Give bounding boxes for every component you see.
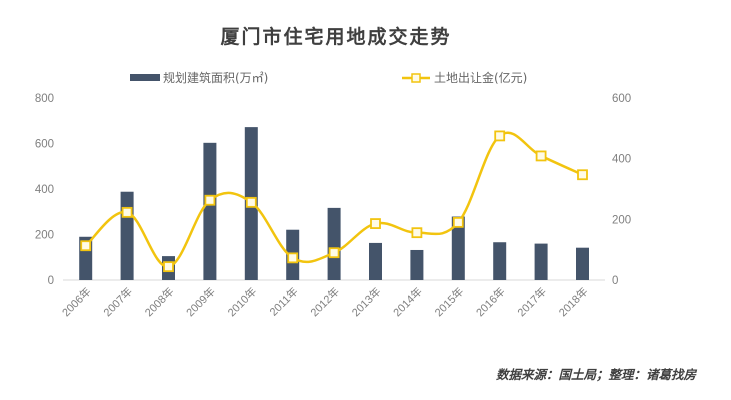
x-axis-tick: 2008年: [142, 284, 177, 319]
line-marker: [411, 227, 423, 239]
left-axis-tick: 800: [35, 93, 54, 105]
bar: [451, 216, 465, 280]
x-axis-tick: 2014年: [390, 284, 425, 319]
line-marker: [80, 240, 92, 252]
line-markers: [80, 130, 588, 273]
line-marker: [204, 194, 216, 206]
line-marker: [494, 130, 506, 142]
left-axis-tick: 200: [35, 230, 54, 242]
square-marker-icon: [411, 73, 421, 83]
legend: 规划建筑面积(万㎡) 土地出让金(亿元): [130, 70, 527, 85]
x-axis-tick: 2007年: [100, 284, 135, 319]
left-axis-tick: 400: [35, 184, 54, 196]
x-axis-tick: 2016年: [473, 284, 508, 319]
bar: [534, 243, 548, 280]
bar-series: [79, 127, 589, 281]
bar: [410, 249, 424, 280]
right-axis-tick: 0: [612, 275, 618, 287]
line-marker: [452, 216, 464, 228]
legend-item-bar: 规划建筑面积(万㎡): [130, 70, 268, 85]
line-marker: [328, 247, 340, 259]
left-axis-tick: 600: [35, 139, 54, 151]
bar: [493, 242, 507, 280]
x-axis-tick: 2018年: [556, 284, 591, 319]
x-axis-tick: 2015年: [431, 284, 466, 319]
right-axis-tick: 400: [612, 154, 631, 166]
bar: [327, 207, 341, 280]
line-marker: [535, 150, 547, 162]
bar: [576, 247, 589, 280]
source-note: 数据来源：国土局；整理：诸葛找房: [496, 367, 698, 382]
line-marker: [370, 218, 381, 229]
x-axis-tick: 2011年: [266, 284, 300, 318]
x-axis-tick: 2010年: [224, 284, 259, 319]
x-axis-tick: 2013年: [349, 284, 384, 319]
right-axis-tick: 200: [612, 214, 631, 226]
legend-line-label: 土地出让金(亿元): [434, 70, 527, 85]
line-marker: [121, 206, 133, 218]
chart-title: 厦门市住宅用地成交走势: [220, 25, 451, 48]
x-axis-labels: 2006年 2007年 2008年 2009年 2010年 2011年 2012年 2013年…: [59, 284, 591, 319]
legend-bar-label: 规划建筑面积(万㎡): [163, 70, 268, 85]
left-axis: 0 200 400 600 800: [35, 93, 54, 287]
line-marker: [163, 261, 174, 273]
x-axis-tick: 2012年: [307, 284, 342, 319]
right-axis-tick: 600: [612, 93, 631, 105]
left-axis-tick: 0: [48, 275, 54, 287]
bar-swatch-icon: [130, 74, 160, 81]
bar: [369, 242, 382, 280]
line-marker: [577, 169, 588, 181]
bar: [120, 191, 134, 280]
right-axis: 0 200 400 600: [612, 93, 631, 287]
x-axis-tick: 2017年: [514, 284, 549, 319]
legend-item-line: 土地出让金(亿元): [402, 70, 527, 85]
line-marker: [287, 252, 299, 264]
x-axis-tick: 2006年: [59, 284, 94, 319]
line-marker: [245, 196, 257, 208]
bar: [203, 142, 217, 280]
x-axis-tick: 2009年: [183, 284, 218, 319]
